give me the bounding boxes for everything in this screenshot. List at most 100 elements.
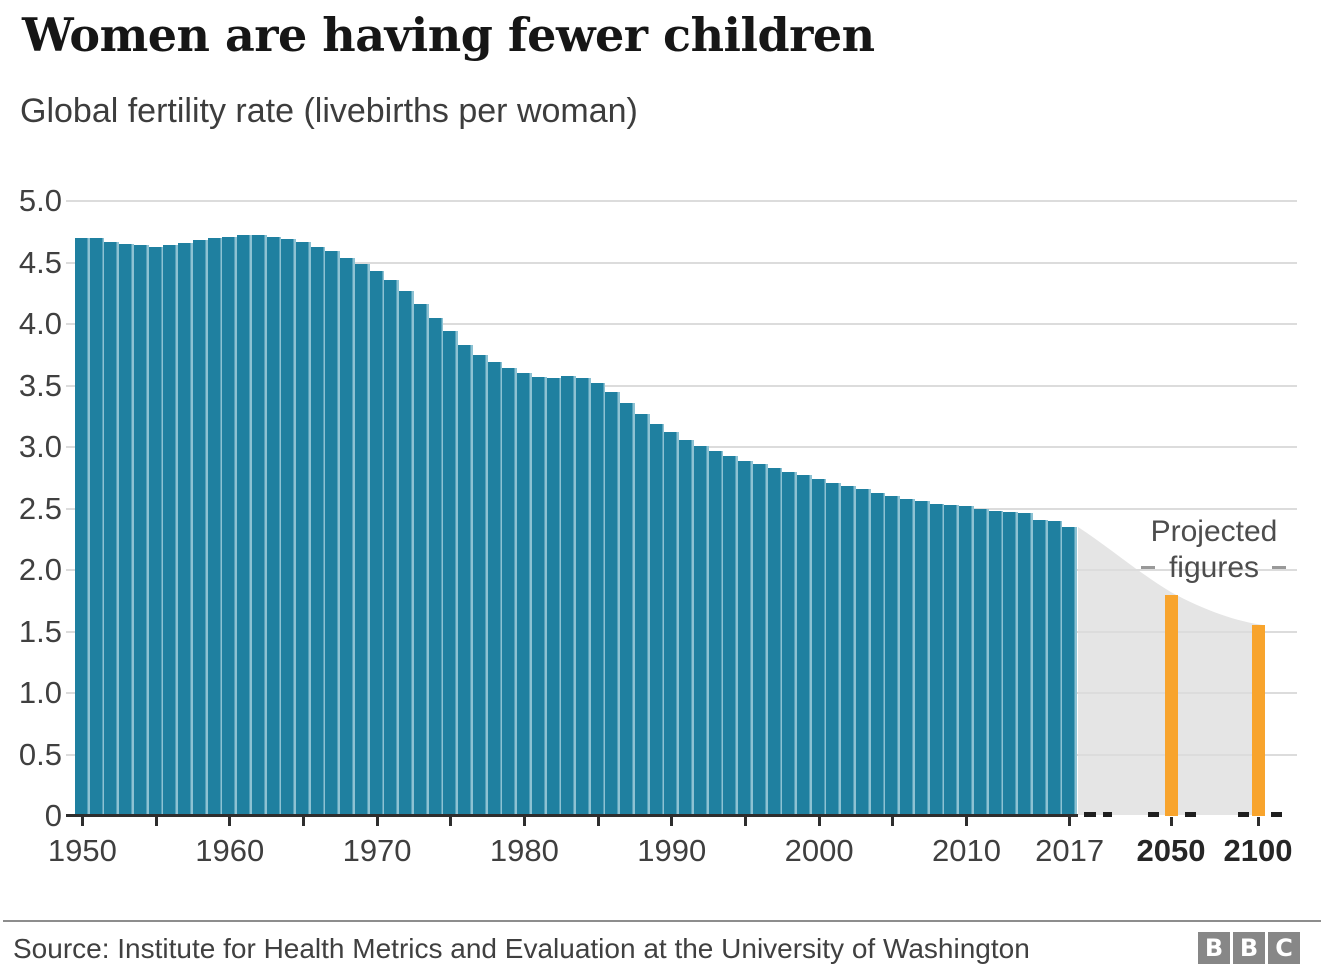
- bar-1993: [708, 450, 724, 816]
- axis-break-dash-3: [1148, 812, 1159, 817]
- bar-2015: [1032, 519, 1048, 816]
- footer-divider: [3, 920, 1321, 922]
- bar-1983: [561, 375, 576, 816]
- bar-1985: [590, 383, 606, 816]
- bbc-logo-letter-b1: B: [1198, 932, 1230, 964]
- x-axis-label-1950: 1950: [47, 833, 117, 868]
- x-axis-tick-2017: [1068, 817, 1072, 826]
- bbc-logo-letter-b2: B: [1233, 932, 1265, 964]
- bar-2004: [870, 492, 886, 816]
- x-axis-label-1980: 1980: [489, 833, 559, 868]
- x-axis-tick-2005: [891, 817, 895, 826]
- y-axis-label: 3.5: [18, 367, 62, 403]
- bar-1979: [502, 368, 518, 816]
- x-axis-label-1960: 1960: [195, 833, 265, 868]
- bbc-logo-letter-c: C: [1268, 932, 1300, 964]
- bar-1957: [178, 242, 193, 816]
- bar-1988: [634, 413, 650, 816]
- x-axis-tick-1985: [596, 817, 600, 826]
- bar-1959: [207, 237, 223, 816]
- bar-2002: [841, 486, 856, 816]
- bar-1969: [354, 263, 370, 816]
- x-axis-tick-1950: [80, 817, 84, 826]
- bar-1955: [148, 246, 164, 816]
- x-axis-label-2050: 2050: [1136, 833, 1206, 868]
- annotation-line-1: Projected: [1150, 515, 1278, 548]
- bar-2005: [885, 496, 901, 816]
- bar-2003: [855, 488, 871, 816]
- bar-2010: [959, 506, 974, 816]
- bar-1958: [192, 240, 208, 816]
- bar-1978: [487, 362, 503, 816]
- x-axis-label-2000: 2000: [784, 833, 854, 868]
- axis-break-dash-1: [1084, 812, 1096, 817]
- x-axis-label-1990: 1990: [637, 833, 707, 868]
- bar-1986: [605, 391, 621, 816]
- x-axis-tick-1990: [670, 817, 674, 826]
- bar-1974: [428, 317, 444, 816]
- bar-1990: [664, 432, 680, 816]
- x-axis-tick-1970: [375, 817, 379, 826]
- y-axis-label: 1.0: [18, 675, 62, 710]
- bar-1954: [133, 245, 149, 816]
- bar-1966: [310, 246, 326, 816]
- bar-1956: [163, 245, 179, 816]
- bar-2014: [1018, 513, 1033, 816]
- axis-break-dash-5: [1238, 812, 1249, 817]
- x-axis-tick-2050: [1169, 817, 1173, 826]
- bar-1975: [443, 331, 459, 816]
- bar-2013: [1003, 512, 1019, 816]
- bar-1994: [723, 455, 739, 816]
- y-axis-label: 1.5: [18, 613, 62, 649]
- x-axis-tick-1980: [522, 817, 526, 826]
- bar-1981: [531, 376, 547, 816]
- bar-2001: [826, 482, 842, 816]
- bar-1965: [296, 241, 311, 816]
- bar-2006: [900, 498, 915, 816]
- bar-1999: [797, 475, 812, 816]
- bar-1963: [266, 236, 282, 816]
- bar-1952: [104, 241, 120, 816]
- bar-1961: [237, 235, 252, 816]
- x-axis-tick-1975: [449, 817, 453, 826]
- page-title: Women are having fewer children: [22, 8, 875, 62]
- annotation-dash-left-icon: [1141, 566, 1155, 569]
- bar-2016: [1047, 520, 1063, 816]
- bar-2008: [929, 503, 945, 816]
- bar-2000: [811, 478, 827, 816]
- projected-bar-2050: [1164, 594, 1178, 816]
- x-axis-label-2010: 2010: [931, 833, 1001, 868]
- bar-2007: [914, 501, 930, 816]
- axis-break-dash-6: [1271, 812, 1282, 817]
- y-axis-label: 4.5: [18, 244, 62, 280]
- axis-break-dash-4: [1185, 812, 1196, 817]
- bar-1968: [340, 257, 355, 816]
- bar-2012: [988, 510, 1004, 816]
- annotation-line-2: figures: [1168, 551, 1260, 584]
- annotation-dash-right-icon: [1272, 566, 1286, 569]
- gridline: [66, 384, 1297, 387]
- gridline: [66, 200, 1297, 202]
- bar-1997: [767, 467, 783, 816]
- gridline: [66, 261, 1297, 264]
- chart-subtitle: Global fertility rate (livebirths per wo…: [20, 92, 638, 130]
- x-axis-tick-2100: [1256, 817, 1260, 826]
- y-axis-label: 0.5: [18, 736, 62, 772]
- y-axis-label: 5.0: [18, 183, 62, 218]
- x-axis-label-1970: 1970: [342, 833, 412, 868]
- x-axis-line: [66, 814, 1078, 817]
- x-axis-tick-2010: [964, 817, 968, 826]
- bar-1992: [693, 445, 709, 816]
- y-axis-label: 4.0: [18, 306, 62, 341]
- source-text: Source: Institute for Health Metrics and…: [13, 933, 1030, 964]
- bar-1976: [458, 344, 473, 816]
- bar-2017: [1062, 526, 1077, 816]
- projected-figures-annotation: Projected figures: [1133, 514, 1295, 586]
- axis-break-dash-2: [1103, 812, 1112, 817]
- bar-1964: [281, 239, 297, 816]
- y-axis-label: 2.5: [18, 490, 62, 526]
- bar-1977: [472, 354, 488, 816]
- bbc-logo: B B C: [1198, 932, 1300, 964]
